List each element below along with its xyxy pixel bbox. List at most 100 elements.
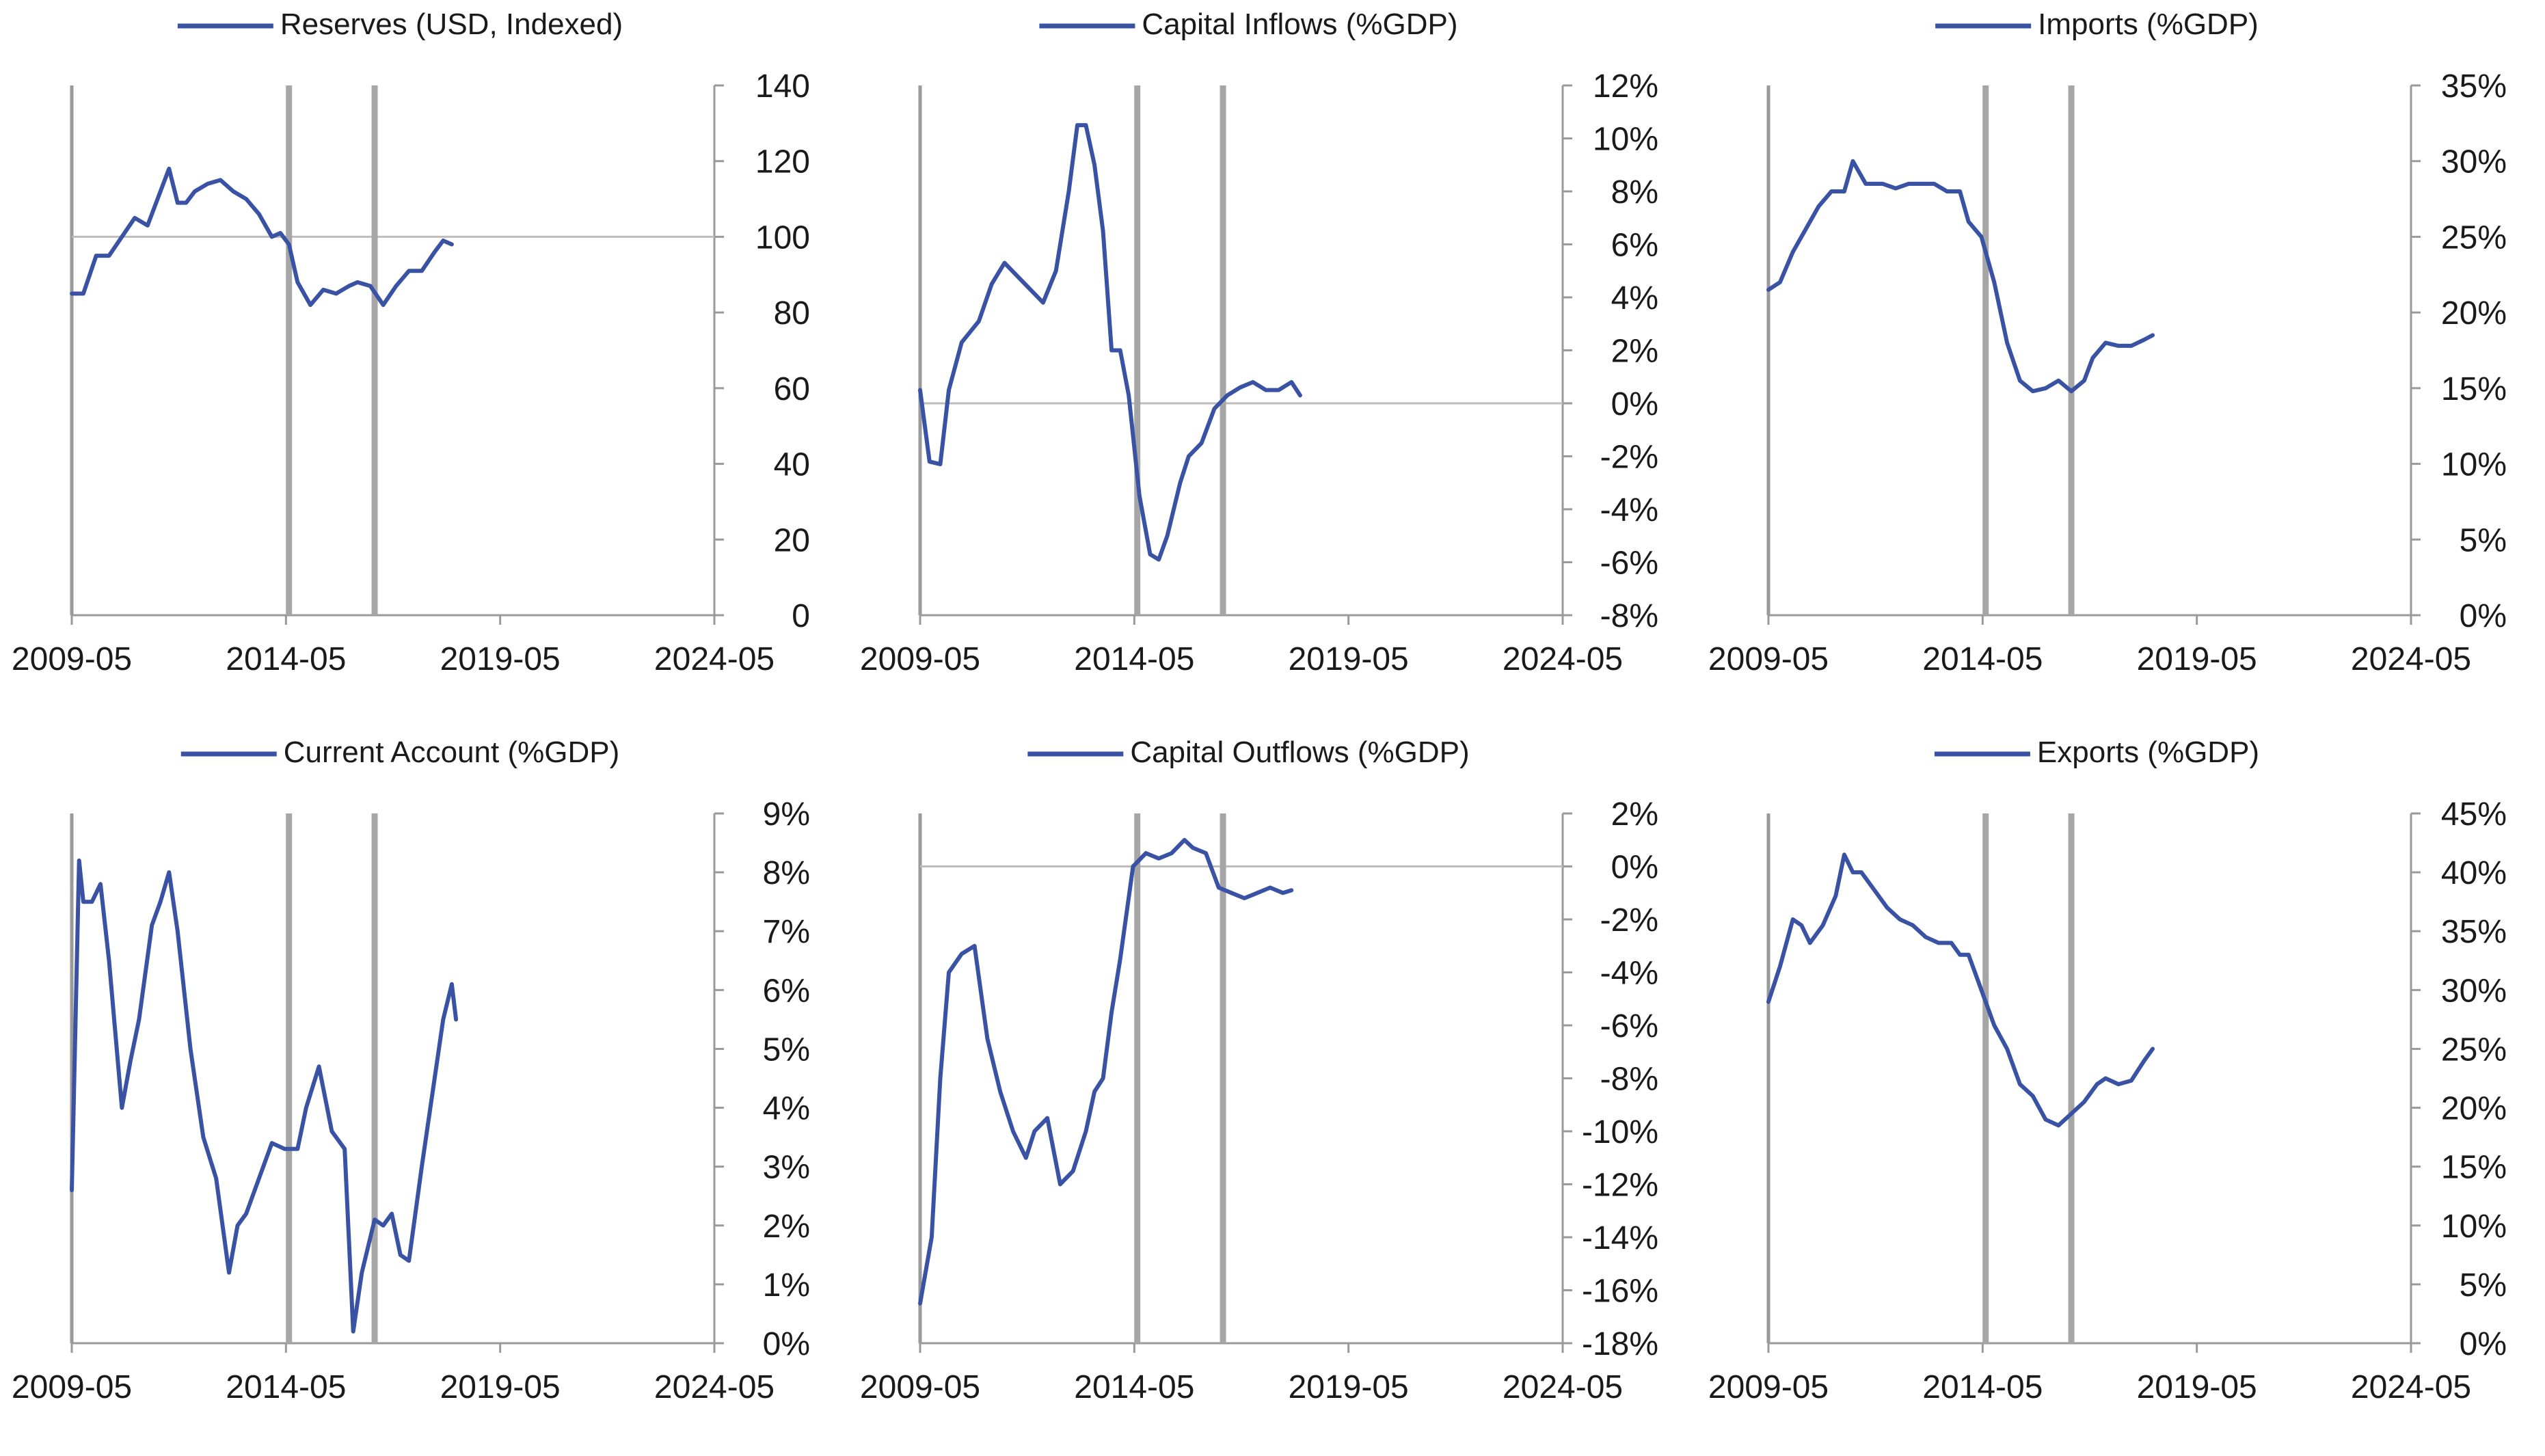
y-tick-label: 100 — [755, 219, 810, 256]
x-tick-label: 2024-05 — [654, 641, 775, 677]
y-tick-label: 35% — [2441, 68, 2507, 105]
y-tick-label: 10% — [2441, 447, 2507, 483]
chart-panel-capital-outflows-gdp: Capital Outflows (%GDP) 2009-05 2014-05 201… — [848, 728, 1697, 1456]
y-tick-label: 0% — [2460, 598, 2507, 634]
y-tick-label: 3% — [763, 1150, 810, 1186]
y-tick-label: 0% — [2460, 1326, 2507, 1362]
x-tick-label: 2019-05 — [1289, 1369, 1409, 1405]
y-tick-label: 5% — [2460, 1267, 2507, 1304]
y-tick-label: 60 — [774, 371, 810, 407]
y-tick-label: 12% — [1593, 68, 1658, 105]
x-tick-label: 2014-05 — [226, 641, 346, 677]
y-tick-label: 4% — [763, 1091, 810, 1127]
y-tick-label: 45% — [2441, 796, 2507, 833]
y-tick-label: 9% — [763, 796, 810, 833]
legend: Exports (%GDP) — [1934, 736, 2259, 769]
x-tick-label: 2014-05 — [1922, 1369, 2043, 1405]
legend: Reserves (USD, Indexed) — [177, 8, 623, 41]
y-tick-label: 0 — [792, 598, 810, 634]
y-tick-label: -2% — [1600, 902, 1658, 939]
x-tick-label: 2014-05 — [1074, 641, 1194, 677]
chart-panel-imports-gdp: Imports (%GDP) 2009-05 2014-05 2019-05 2024-… — [1697, 0, 2545, 728]
x-tick-label: 2024-05 — [654, 1369, 775, 1405]
chart-panel-capital-inflows-gdp: Capital Inflows (%GDP) 2009-05 2014-05 2019… — [848, 0, 1697, 728]
y-tick-label: 5% — [763, 1032, 810, 1068]
y-tick-label: -2% — [1600, 440, 1658, 476]
y-tick-label: 40% — [2441, 855, 2507, 891]
legend-label: Capital Outflows (%GDP) — [1130, 736, 1469, 769]
y-tick-label: 40 — [774, 447, 810, 483]
legend-label: Reserves (USD, Indexed) — [280, 8, 623, 41]
x-tick-label: 2024-05 — [1503, 1369, 1623, 1405]
y-tick-label: 5% — [2460, 522, 2507, 558]
y-tick-label: 2% — [1611, 796, 1658, 833]
y-tick-label: 10% — [2441, 1209, 2507, 1245]
legend: Current Account (%GDP) — [180, 736, 619, 769]
x-tick-label: 2009-05 — [860, 641, 980, 677]
x-tick-label: 2014-05 — [1074, 1369, 1194, 1405]
chart-panel-exports-gdp: Exports (%GDP) 2009-05 2014-05 2019-05 2024-… — [1697, 728, 2545, 1456]
series-line-reserves-usd-indexed — [70, 166, 454, 308]
y-tick-label: -18% — [1582, 1326, 1658, 1362]
y-tick-label: 35% — [2441, 914, 2507, 950]
series-line-exports-gdp — [1766, 852, 2155, 1128]
series-line-current-account-gdp — [70, 858, 459, 1334]
y-tick-label: 1% — [763, 1267, 810, 1304]
legend: Imports (%GDP) — [1935, 8, 2259, 41]
x-tick-label: 2019-05 — [440, 641, 561, 677]
chart-svg: Exports (%GDP) 2009-05 2014-05 2019-05 2024-… — [1708, 736, 2507, 1405]
y-tick-label: -12% — [1582, 1168, 1658, 1204]
y-tick-label: 6% — [1611, 228, 1658, 264]
y-tick-label: 80 — [774, 295, 810, 332]
x-tick-label: 2014-05 — [1922, 641, 2043, 677]
x-tick-label: 2019-05 — [2137, 641, 2257, 677]
y-tick-label: 120 — [755, 144, 810, 180]
y-tick-label: 2% — [763, 1209, 810, 1245]
series-line-capital-inflows-gdp — [918, 123, 1302, 562]
y-tick-label: 15% — [2441, 371, 2507, 407]
y-tick-label: -6% — [1600, 1008, 1658, 1044]
chart-svg: Reserves (USD, Indexed)2009-05 2014-05 201… — [12, 8, 810, 677]
y-tick-label: -8% — [1600, 1062, 1658, 1098]
y-tick-label: 0% — [1611, 850, 1658, 886]
legend-label: Imports (%GDP) — [2038, 8, 2259, 41]
y-tick-label: 25% — [2441, 219, 2507, 256]
y-tick-label: -10% — [1582, 1114, 1658, 1150]
x-tick-label: 2009-05 — [12, 1369, 132, 1405]
x-tick-label: 2014-05 — [226, 1369, 346, 1405]
y-tick-label: 20 — [774, 522, 810, 558]
x-tick-label: 2009-05 — [1708, 1369, 1829, 1405]
y-tick-label: 30% — [2441, 973, 2507, 1009]
legend-label: Capital Inflows (%GDP) — [1142, 8, 1457, 41]
legend: Capital Inflows (%GDP) — [1039, 8, 1458, 41]
y-tick-label: 25% — [2441, 1032, 2507, 1068]
chart-svg: Imports (%GDP) 2009-05 2014-05 2019-05 2024-… — [1708, 8, 2507, 677]
y-tick-label: 15% — [2441, 1150, 2507, 1186]
y-tick-label: 0% — [763, 1326, 810, 1362]
series-line-imports-gdp — [1766, 159, 2155, 394]
series-line-capital-outflows-gdp — [918, 837, 1294, 1306]
y-tick-label: -6% — [1600, 545, 1658, 582]
x-tick-label: 2019-05 — [440, 1369, 561, 1405]
y-tick-label: 8% — [1611, 174, 1658, 211]
y-tick-label: -8% — [1600, 598, 1658, 634]
x-tick-label: 2019-05 — [1289, 641, 1409, 677]
y-tick-label: 7% — [763, 914, 810, 950]
x-tick-label: 2009-05 — [1708, 641, 1829, 677]
chart-svg: Current Account (%GDP) 2009-05 2014-05 2019… — [12, 736, 810, 1405]
y-tick-label: -14% — [1582, 1220, 1658, 1256]
x-tick-label: 2024-05 — [2351, 641, 2471, 677]
y-tick-label: -4% — [1600, 956, 1658, 992]
y-tick-label: 4% — [1611, 280, 1658, 316]
x-tick-label: 2019-05 — [2137, 1369, 2257, 1405]
y-tick-label: 8% — [763, 855, 810, 891]
legend-label: Exports (%GDP) — [2037, 736, 2259, 769]
legend: Capital Outflows (%GDP) — [1027, 736, 1470, 769]
x-tick-label: 2009-05 — [12, 641, 132, 677]
chart-panel-current-account-gdp: Current Account (%GDP) 2009-05 2014-05 2019… — [0, 728, 848, 1456]
y-tick-label: 2% — [1611, 334, 1658, 370]
y-tick-label: 0% — [1611, 386, 1658, 422]
x-tick-label: 2009-05 — [860, 1369, 980, 1405]
y-tick-label: 30% — [2441, 144, 2507, 180]
